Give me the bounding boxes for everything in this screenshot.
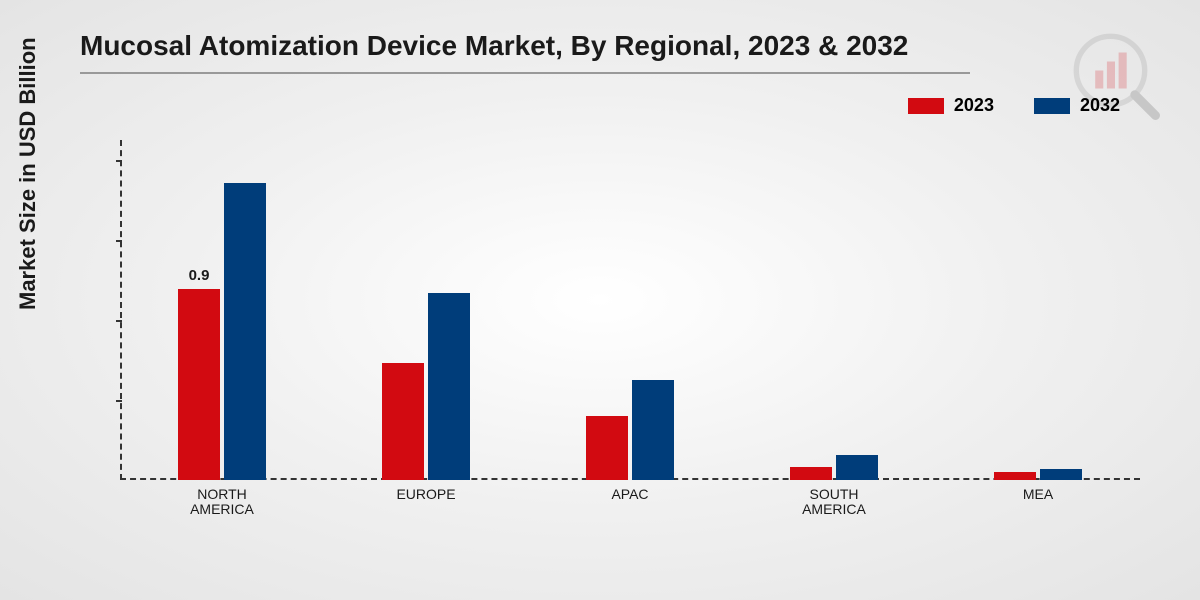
chart-title: Mucosal Atomization Device Market, By Re… [80, 30, 908, 62]
y-axis-label: Market Size in USD Billion [15, 37, 41, 310]
legend-label-2023: 2023 [954, 95, 994, 116]
bar-group [382, 293, 470, 480]
bar [428, 293, 470, 480]
bar [224, 183, 266, 481]
x-axis-label: MEA [978, 482, 1098, 520]
bar [1040, 469, 1082, 480]
chart-area: 0.9 NORTHAMERICA EUROPE APAC SOUTHAMERICA ME… [120, 140, 1140, 520]
title-underline [80, 72, 970, 74]
bar [586, 416, 628, 480]
bars-container: 0.9 [120, 140, 1140, 480]
bar-group: 0.9 [178, 183, 266, 481]
bar [790, 467, 832, 480]
bar: 0.9 [178, 289, 220, 480]
x-axis-labels: NORTHAMERICA EUROPE APAC SOUTHAMERICA MEA [120, 482, 1140, 520]
legend-item-2023: 2023 [908, 95, 994, 116]
legend: 2023 2032 [908, 95, 1120, 116]
bar-value-label: 0.9 [189, 267, 210, 284]
bar-group [994, 469, 1082, 480]
bar [994, 472, 1036, 481]
x-axis-label: APAC [570, 482, 690, 520]
bar-group [790, 455, 878, 481]
legend-label-2032: 2032 [1080, 95, 1120, 116]
legend-item-2032: 2032 [1034, 95, 1120, 116]
bar [382, 363, 424, 480]
x-axis-label: NORTHAMERICA [162, 482, 282, 520]
legend-swatch-2032 [1034, 98, 1070, 114]
x-axis-label: SOUTHAMERICA [774, 482, 894, 520]
x-axis-label: EUROPE [366, 482, 486, 520]
bar-group [586, 380, 674, 480]
legend-swatch-2023 [908, 98, 944, 114]
bar [836, 455, 878, 481]
bar [632, 380, 674, 480]
